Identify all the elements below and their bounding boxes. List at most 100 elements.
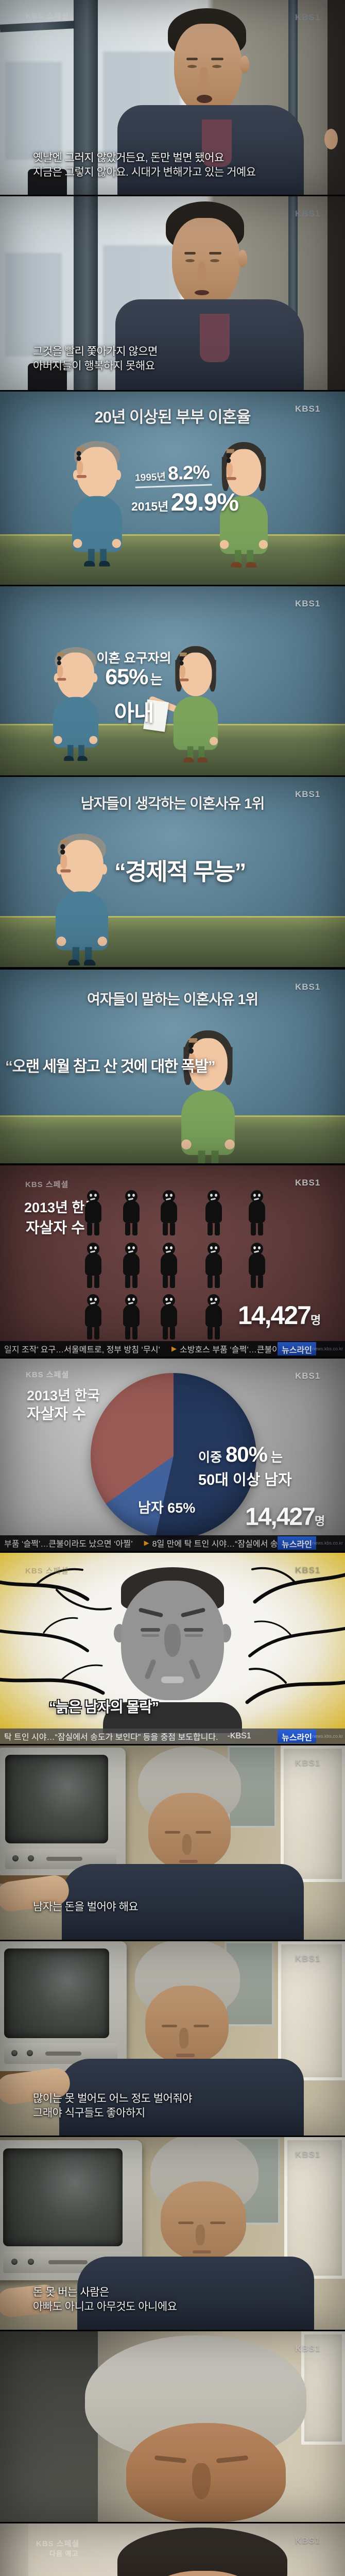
man-face <box>128 2571 278 2576</box>
cartoon-leg <box>235 550 242 564</box>
person-icon <box>160 1243 178 1288</box>
cartoon-nose <box>60 854 67 870</box>
subtitle-line: 그것을 빨리 쫓아가지 않으면 <box>33 346 158 358</box>
man-face <box>145 1986 229 2063</box>
cartoon-eyebrow <box>60 840 69 842</box>
suicide-pie-chart <box>91 1373 256 1539</box>
frame-crying-man: KBS 스페셜 다음 예고 KBS1 남자들은 소리죽여 운다 <box>0 2523 345 2576</box>
subtitle-block: 많이는 못 벌어도 어느 정도 벌어줘야 그래야 식구들도 좋아하지 <box>33 2092 192 2121</box>
cartoon-shoe <box>64 756 74 761</box>
channel-logo: KBS1 <box>295 982 321 992</box>
cartoon-eye <box>179 660 184 666</box>
man-hair <box>117 2528 287 2576</box>
caption-post: 는 <box>150 672 163 687</box>
mouth-open <box>176 2054 195 2057</box>
cartoon-nose <box>76 461 83 475</box>
closed-eye <box>154 2455 187 2464</box>
cartoon-nose <box>188 1054 196 1070</box>
news-ticker: 부품 ‘슬쩍’…큰불이라도 났으면 ‘아찔’ ▶ 8일 만에 탁 트인 시야…“… <box>0 1535 345 1551</box>
tv-knob <box>28 1855 34 1861</box>
channel-logo: KBS1 <box>295 2344 321 2353</box>
person-icon-body <box>161 1304 177 1340</box>
frame-old-man-fall: KBS 스페셜 KBS1 “늙은 남자의 몰락” 탁 트인 시야…“잠실에서 송… <box>0 1553 345 1744</box>
person-icon <box>84 1294 102 1340</box>
cartoon-hand <box>97 936 107 946</box>
inner-shirt <box>200 314 230 362</box>
man-jacket <box>59 2059 304 2136</box>
cartoon-face <box>76 447 118 498</box>
cartoon-eye <box>76 451 81 456</box>
window-bright <box>281 1745 345 1882</box>
ticker-arrow-icon: ▶ <box>171 1345 177 1352</box>
man-face <box>148 1793 231 1869</box>
newsline-badge: 뉴스라인 <box>278 1536 316 1550</box>
program-watermark: KBS 스페셜 <box>25 1180 69 1189</box>
cartoon-husband <box>56 834 108 967</box>
eyebrow <box>184 252 196 255</box>
cartoon-mouth <box>57 677 66 681</box>
ticker-text: 부품 ‘슬쩍’…큰불이라도 났으면 ‘아찔’ ▶ 8일 만에 탁 트인 시야…“… <box>0 1537 345 1549</box>
subtitle-line: 많이는 못 벌어도 어느 정도 벌어줘야 <box>33 2093 192 2105</box>
cartoon-eyebrow <box>179 654 187 656</box>
cartoon-eye <box>60 844 65 850</box>
tv-knob <box>11 2050 18 2056</box>
cartoon-hand <box>54 736 62 744</box>
cartoon-leg <box>247 550 253 564</box>
subtitle-block: 그것을 빨리 쫓아가지 않으면 아버지들이 행복하지 못해요 <box>33 345 158 374</box>
branch-illustration-left <box>0 1568 112 1695</box>
branch-illustration-right <box>245 1567 345 1704</box>
eye <box>212 65 221 68</box>
cartoon-shoe <box>246 562 257 568</box>
nose <box>192 2463 211 2499</box>
cartoon-leg <box>198 746 205 759</box>
bystander-silhouette <box>327 196 345 390</box>
cartoon-eye <box>226 453 231 459</box>
cartoon-hand <box>73 539 82 548</box>
sad-mouth <box>161 1676 184 1683</box>
cartoon-mouth <box>188 1069 200 1073</box>
subtitle-line: 아빠도 아니고 아무것도 아니에요 <box>33 2301 177 2313</box>
channel-logo: KBS1 <box>295 1565 321 1575</box>
nasolabial-line <box>188 1658 201 1680</box>
cartoon-leg <box>211 1150 219 1163</box>
sad-eyebrow <box>138 1607 164 1618</box>
newsline-badge: 뉴스라인 <box>278 1342 316 1355</box>
tv-knob <box>11 2259 18 2265</box>
cartoon-hand <box>57 936 66 946</box>
eyebrow <box>186 58 198 60</box>
annotation-pre: 이중 <box>198 1450 226 1465</box>
city-skyline <box>5 253 62 356</box>
window-frame-bar <box>0 21 75 32</box>
cartoon-eyebrow <box>60 842 69 844</box>
mouth <box>193 2250 211 2253</box>
preview-watermark: 다음 예고 <box>49 2550 79 2557</box>
cartoon-face <box>179 652 212 697</box>
bystander-silhouette <box>327 0 345 195</box>
subtitle-block: 옛날엔 그러지 않았거든요, 돈만 벌면 됐어요 지금은 그렇지 않아요. 시대… <box>33 151 256 180</box>
cartoon-leg <box>88 549 95 563</box>
tv-vent-slots <box>45 2052 81 2056</box>
subtitle-line: 지금은 그렇지 않아요. 시대가 변해가고 있는 거예요 <box>33 166 256 178</box>
cartoon-leg <box>78 745 84 758</box>
cartoon-nose <box>57 665 63 678</box>
cartoon-eyebrow <box>188 1040 198 1043</box>
stat-value: 29.9% <box>170 489 239 516</box>
frame-closeup: KBS1 <box>0 2331 345 2522</box>
cartoon-ear <box>54 673 60 683</box>
channel-logo: KBS1 <box>295 404 321 414</box>
news-ticker: 일지 조작’ 요구…서울메트로, 정부 방침 ‘무시’ ▶ 소방호스 부품 ‘슬… <box>0 1341 345 1357</box>
window-frame-bar <box>74 196 98 390</box>
window-bright <box>284 2137 345 2279</box>
channel-logo: KBS1 <box>295 1758 321 1768</box>
ticker-signature: -KBS1 <box>227 1732 251 1740</box>
count-unit: 명 <box>314 1515 325 1528</box>
frame-suicide-count: KBS 스페셜 KBS1 2013년 한국 자살자 수 14,427명 일지 조… <box>0 1165 345 1357</box>
cartoon-eyebrow <box>188 1038 198 1041</box>
cartoon-eye <box>188 1042 194 1048</box>
newsline-url: news.kbs.co.kr <box>312 1734 343 1739</box>
annotation-pct: 80% <box>225 1442 268 1466</box>
person-icon-body <box>205 1304 222 1340</box>
window-bright <box>278 1941 345 2080</box>
closed-eye <box>162 2025 177 2027</box>
stat-year: 2015년 <box>131 500 169 513</box>
